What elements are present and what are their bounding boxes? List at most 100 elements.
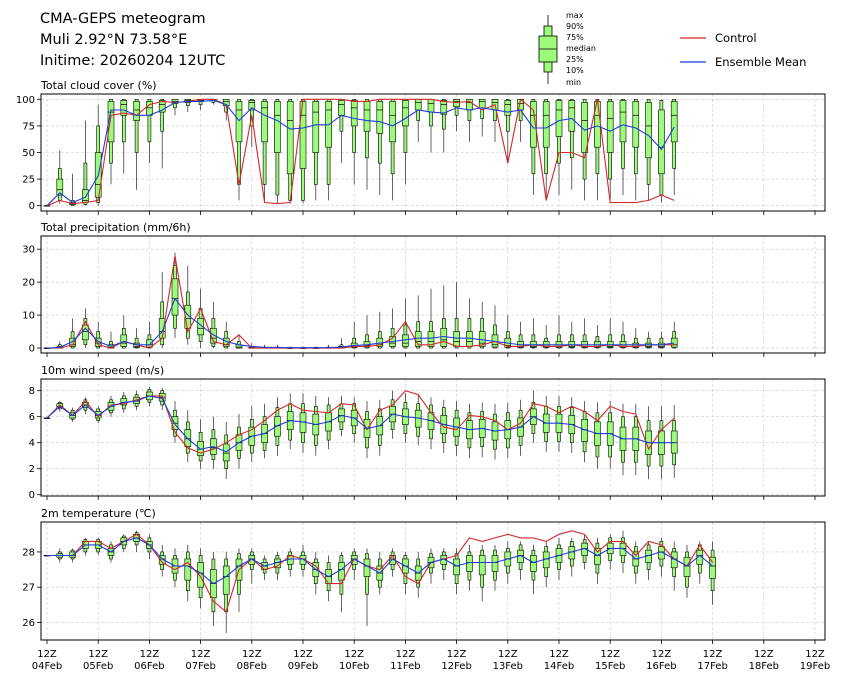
box-inner <box>530 555 537 572</box>
box-wind <box>542 395 550 452</box>
box-cloud <box>414 99 422 142</box>
box-inner <box>274 101 281 153</box>
box-wind <box>43 417 51 419</box>
box-cloud <box>158 99 166 169</box>
y-tick-label-temp: 27 <box>22 583 35 594</box>
box-temp <box>530 544 537 595</box>
box-temp <box>683 544 691 598</box>
legend-median: median <box>566 44 596 53</box>
box-inner <box>158 100 166 113</box>
box-inner <box>312 101 320 153</box>
box-wind <box>376 399 384 456</box>
y-tick-label-wind: 0 <box>29 490 35 501</box>
box-temp <box>325 555 332 602</box>
x-tick-label-date: 12Feb <box>441 661 471 672</box>
box-inner <box>274 416 281 437</box>
y-tick-label-cloud: 50 <box>22 148 35 159</box>
box-wind <box>299 393 307 454</box>
x-tick-label-time: 12Z <box>447 649 467 660</box>
box-cloud <box>94 104 102 206</box>
box-cloud <box>363 99 371 190</box>
x-tick-label-time: 12Z <box>396 649 416 660</box>
box-wind <box>197 419 204 469</box>
box-inner <box>171 278 179 316</box>
box-inner <box>478 555 486 576</box>
box-wind <box>594 402 601 469</box>
box-cloud <box>133 99 140 190</box>
initime-label: Initime: 20260204 12UTC <box>40 53 225 69</box>
mean-line-cloud <box>46 99 675 207</box>
x-tick-label-time: 12Z <box>191 649 211 660</box>
box-wind <box>466 403 473 459</box>
box-cloud <box>568 99 576 190</box>
x-tick-label-date: 07Feb <box>185 661 215 672</box>
box-inner <box>453 558 460 576</box>
x-tick-label-time: 12Z <box>600 649 620 660</box>
y-tick-label-precip: 10 <box>22 311 35 322</box>
box-cloud <box>325 99 332 201</box>
box-cloud <box>261 99 268 202</box>
box-inner <box>658 109 665 175</box>
box-temp <box>197 548 204 609</box>
box-precip <box>197 288 204 349</box>
box-inner <box>376 101 384 134</box>
box-cloud <box>376 99 384 196</box>
box-temp <box>363 548 371 626</box>
box-wind <box>670 405 678 478</box>
box-inner <box>414 99 422 111</box>
box-cloud <box>517 99 524 142</box>
box-inner <box>504 100 512 116</box>
box-inner <box>491 555 499 572</box>
control-line-wind <box>46 390 675 454</box>
box-inner <box>197 562 204 588</box>
control-line-temp <box>47 530 714 613</box>
box-inner <box>440 100 448 115</box>
x-tick-label-time: 12Z <box>703 649 723 660</box>
box-cloud <box>312 99 320 201</box>
legend-control-label: Control <box>715 31 757 45</box>
box-temp <box>594 537 601 584</box>
box-cloud <box>402 99 409 185</box>
box-temp <box>171 548 179 588</box>
panel-cloud: 0 25 50 75 100 <box>16 93 826 215</box>
box-cloud <box>338 99 345 164</box>
box-temp <box>670 541 678 591</box>
panel-wind: 0 2 4 6 8 <box>29 378 826 501</box>
box-temp <box>248 548 256 584</box>
x-tick-label-date: 05Feb <box>83 661 113 672</box>
legend-p10: 10% <box>566 66 584 75</box>
figure-title: CMA-GEPS meteogram <box>40 11 206 27</box>
box-precip <box>363 315 371 349</box>
box-inner <box>107 101 115 143</box>
location-label: Muli 2.92°N 73.58°E <box>40 32 187 48</box>
box-temp <box>555 537 563 581</box>
box-cloud <box>120 99 128 174</box>
x-tick-label-time: 12Z <box>344 649 364 660</box>
box-precip <box>427 288 435 349</box>
box-wind <box>491 403 499 460</box>
box-cloud <box>107 99 115 185</box>
box-cloud <box>658 99 665 203</box>
box-temp <box>619 530 627 574</box>
box-temp <box>504 541 512 584</box>
panel-title-temp: 2m temperature (℃) <box>41 507 156 520</box>
y-tick-label-wind: 8 <box>29 386 35 397</box>
box-inner <box>632 101 640 148</box>
legend-max: max <box>566 11 584 20</box>
box-inner <box>453 331 460 347</box>
y-tick-label-wind: 6 <box>29 412 35 423</box>
panel-title-precip: Total precipitation (mm/6h) <box>40 221 191 234</box>
box-cloud <box>274 99 281 204</box>
y-tick-label-cloud: 25 <box>22 175 35 186</box>
line-legend: Control Ensemble Mean <box>680 31 806 69</box>
box-inner <box>402 334 409 347</box>
box-outer <box>147 99 152 143</box>
box-inner <box>299 555 307 565</box>
box-wind <box>453 401 460 456</box>
box-outer <box>83 162 88 205</box>
control-line-precip <box>47 255 675 349</box>
box-wind <box>325 397 332 450</box>
box-temp <box>466 544 473 591</box>
box-inner <box>286 101 294 175</box>
